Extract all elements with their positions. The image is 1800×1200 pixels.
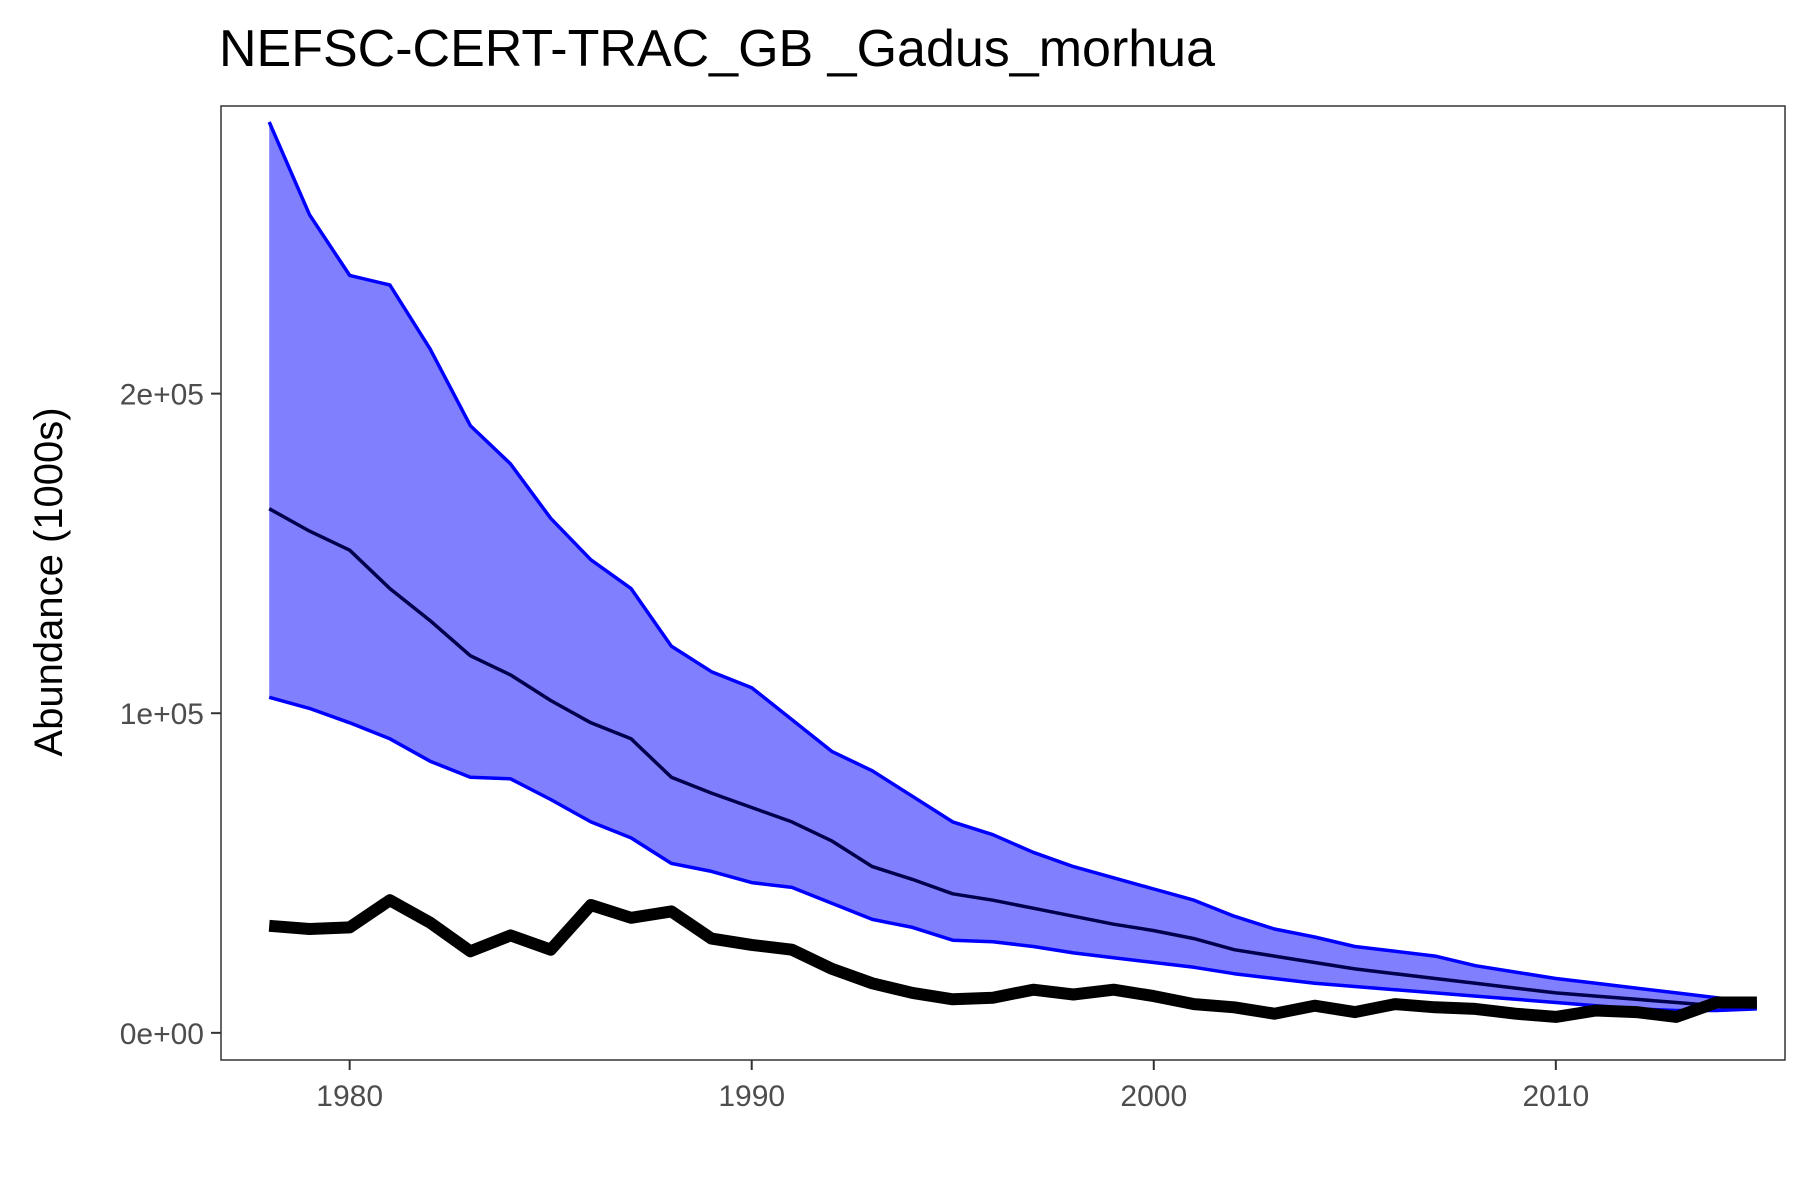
y-tick-label: 1e+05 xyxy=(120,698,204,731)
lower-bound-line xyxy=(268,695,1757,1013)
confidence-ribbon xyxy=(269,122,1757,1011)
x-tick-label: 2000 xyxy=(1120,1080,1187,1113)
upper-bound-line xyxy=(267,121,1758,1005)
x-tick-label: 1980 xyxy=(316,1080,383,1113)
plot-area xyxy=(267,121,1758,1023)
panel-border xyxy=(220,105,1786,1061)
observed-line xyxy=(268,894,1757,1023)
x-tick-label: 1990 xyxy=(718,1080,785,1113)
y-axis-label: Abundance (1000s) xyxy=(27,407,71,756)
y-tick-label: 2e+05 xyxy=(120,379,204,412)
x-tick-label: 2010 xyxy=(1522,1080,1589,1113)
x-axis: 1980 1990 2000 2010 xyxy=(316,1060,1589,1113)
y-tick-label: 0e+00 xyxy=(120,1018,204,1051)
chart-title: NEFSC-CERT-TRAC_GB _Gadus_morhua xyxy=(219,20,1215,78)
median-line xyxy=(268,507,1757,1010)
y-axis: 0e+00 1e+05 2e+05 xyxy=(120,379,221,1051)
